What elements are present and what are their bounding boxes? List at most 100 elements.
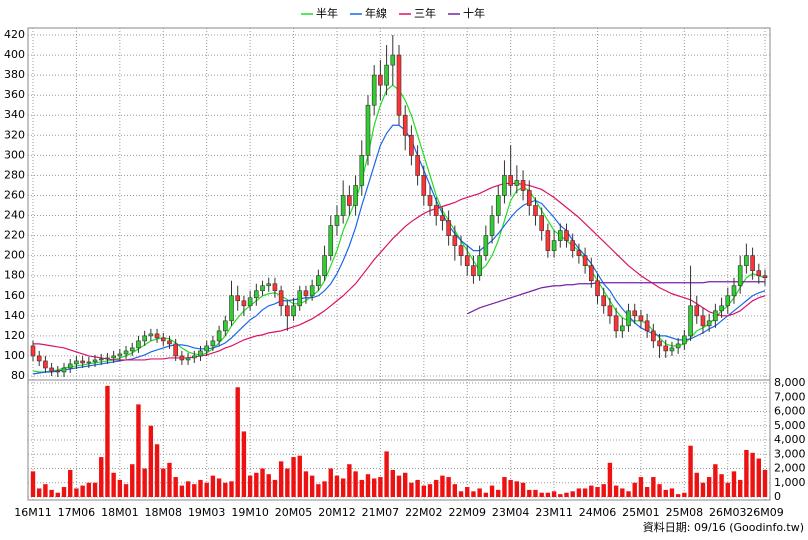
candle-body <box>173 343 178 357</box>
volume-bar <box>340 478 346 497</box>
volume-bar <box>626 491 631 497</box>
candle-body <box>254 290 259 299</box>
volume-bar <box>210 475 216 497</box>
volume-bar <box>545 492 551 497</box>
candle-body <box>576 250 582 256</box>
volume-bar <box>489 485 495 497</box>
volume-bar <box>272 479 278 497</box>
volume-bar <box>117 479 123 497</box>
candle-body <box>303 290 309 297</box>
volume-bar <box>762 469 768 497</box>
candle-body <box>427 195 433 206</box>
volume-bar <box>675 494 681 497</box>
candle-body <box>365 104 371 156</box>
candle-body <box>80 360 85 364</box>
candle-body <box>502 175 507 196</box>
volume-bar <box>465 487 470 497</box>
x-tick-label: 22M02 <box>405 506 443 519</box>
candle-body <box>30 345 36 357</box>
y-tick-label: 300 <box>4 148 25 161</box>
candle-body <box>347 195 352 206</box>
volume-bar <box>136 404 141 497</box>
candle-body <box>247 297 253 307</box>
volume-bar <box>161 468 166 497</box>
volume-bar <box>278 461 284 497</box>
candle-body <box>750 255 755 271</box>
volume-bar <box>353 471 358 497</box>
y2-tick-label: 8,000 <box>774 376 806 389</box>
candle-body <box>49 367 54 372</box>
volume-bar <box>434 479 439 497</box>
candle-body <box>86 361 92 364</box>
candle-body <box>328 225 334 256</box>
candle-body <box>663 345 669 352</box>
volume-bar <box>682 492 687 497</box>
volume-bar <box>130 464 135 497</box>
candle-body <box>129 347 135 352</box>
volume-bar <box>396 475 402 497</box>
x-tick-label: 21M07 <box>362 506 400 519</box>
x-tick-label: 18M08 <box>145 506 183 519</box>
candle-body <box>483 235 489 256</box>
volume-bar <box>86 482 92 497</box>
y2-tick-label: 6,000 <box>774 405 806 418</box>
volume-bar <box>496 489 501 497</box>
candle-body <box>638 315 644 322</box>
candle-body <box>433 205 439 216</box>
y-tick-label: 220 <box>4 229 25 242</box>
volume-bar <box>688 445 693 497</box>
candle-body <box>495 195 501 216</box>
legend-label: 十年 <box>463 6 485 20</box>
candle-body <box>191 355 197 359</box>
volume-bar <box>700 482 706 497</box>
volume-bar <box>303 471 309 497</box>
volume-bar <box>564 492 569 497</box>
y2-tick-label: 2,000 <box>774 462 806 475</box>
volume-bar <box>508 479 513 497</box>
volume-bar <box>533 489 538 497</box>
volume-bar <box>657 484 662 497</box>
volume-bar <box>229 481 234 497</box>
candle-body <box>204 345 209 352</box>
candle-body <box>266 283 272 287</box>
candle-body <box>142 335 147 342</box>
y2-tick-label: 1,000 <box>774 476 806 489</box>
x-tick-label: 23M11 <box>535 506 573 519</box>
candle-body <box>706 320 712 327</box>
volume-bar <box>49 489 54 497</box>
volume-bar <box>378 477 383 497</box>
candle-body <box>471 265 476 277</box>
y2-tick-label: 7,000 <box>774 390 806 403</box>
candle-body <box>384 64 389 86</box>
volume-bar <box>390 469 395 497</box>
candle-body <box>297 290 303 307</box>
y-tick-label: 280 <box>4 168 25 181</box>
volume-bar <box>43 484 48 497</box>
candle-body <box>737 265 743 287</box>
volume-bar <box>247 475 253 497</box>
volume-bar <box>483 492 489 497</box>
x-tick-label: 26M09 <box>746 506 784 519</box>
volume-bar <box>173 477 178 497</box>
candle-body <box>334 215 340 226</box>
candle-body <box>725 295 731 307</box>
volume-bar <box>235 387 240 497</box>
x-tick-label: 23M04 <box>492 506 530 519</box>
candle-body <box>309 285 315 297</box>
y-tick-label: 320 <box>4 128 25 141</box>
volume-bar <box>514 481 520 497</box>
volume-bar <box>719 474 724 497</box>
volume-bar <box>142 468 147 497</box>
volume-bar <box>285 468 290 497</box>
volume-bar <box>403 472 408 497</box>
candle-body <box>340 195 346 216</box>
x-tick-label: 17M06 <box>58 506 96 519</box>
volume-bar <box>539 492 544 497</box>
volume-bar <box>737 479 743 497</box>
volume-bar <box>347 464 352 497</box>
x-tick-label: 22M09 <box>448 506 486 519</box>
volume-bar <box>185 481 191 497</box>
legend-label: 三年 <box>414 6 436 20</box>
candle-body <box>210 340 216 347</box>
volume-bar <box>471 491 476 497</box>
